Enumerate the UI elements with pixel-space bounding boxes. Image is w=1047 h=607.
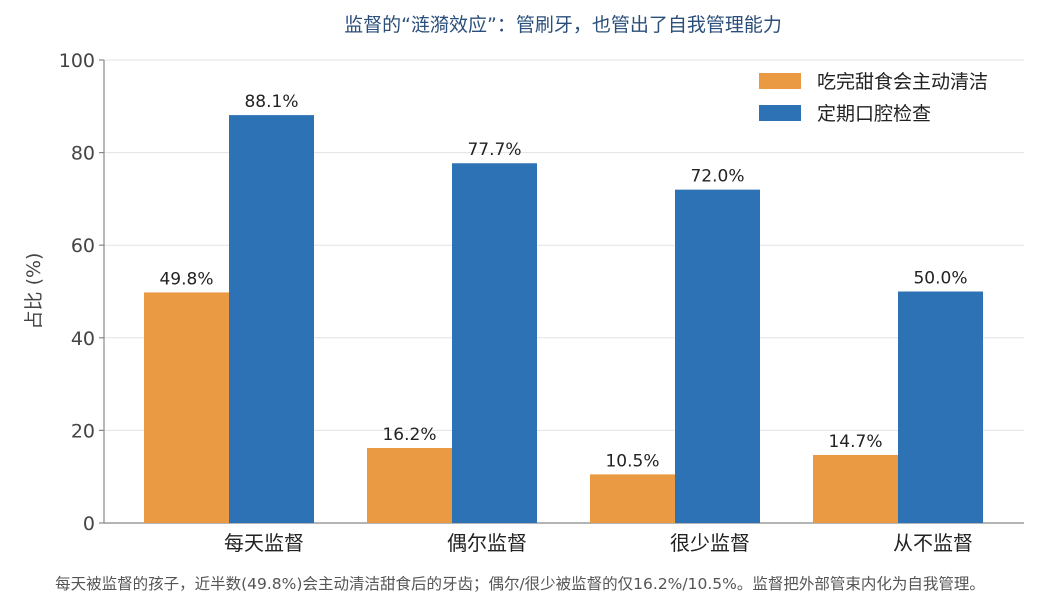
footer-note: 每天被监督的孩子，近半数(49.8%)会主动清洁甜食后的牙齿；偶尔/很少被监督的…: [55, 575, 985, 593]
legend-swatch: [759, 105, 801, 121]
bar-value-label: 77.7%: [467, 140, 521, 160]
y-tick-label: 80: [71, 143, 95, 165]
bar: [675, 189, 760, 523]
bar-value-label: 88.1%: [244, 92, 298, 112]
bar: [452, 163, 537, 523]
legend-label: 吃完甜食会主动清洁: [817, 71, 988, 93]
bar: [144, 292, 229, 523]
bar-value-label: 10.5%: [605, 451, 659, 471]
bar-series: 49.8% 88.1% 16.2% 77.7% 10.5% 72.0% 14.7% 50.0%: [144, 92, 983, 524]
bar-value-label: 50.0%: [913, 269, 967, 289]
legend-label: 定期口腔检查: [817, 103, 931, 125]
bar-value-label: 16.2%: [382, 425, 436, 445]
bar-value-label: 49.8%: [159, 269, 213, 289]
x-axis-tick-labels: 每天监督 偶尔监督 很少监督 从不监督: [224, 531, 973, 555]
bar: [898, 291, 983, 523]
y-axis-label: 占比 (%): [23, 253, 45, 330]
chart-title: 监督的“涟漪效应”：管刷牙，也管出了自我管理能力: [344, 14, 782, 36]
x-tick-label: 偶尔监督: [447, 531, 527, 555]
y-tick-label: 100: [59, 50, 95, 72]
bar: [367, 447, 452, 523]
y-tick-label: 60: [71, 235, 95, 257]
bar-value-label: 14.7%: [828, 432, 882, 452]
x-tick-label: 每天监督: [224, 531, 304, 555]
legend-swatch: [759, 73, 801, 89]
y-axis-ticks: 0 20 40 60 80 100: [59, 50, 104, 535]
bar: [229, 115, 314, 524]
bar: [813, 454, 898, 523]
y-tick-label: 20: [71, 420, 95, 442]
bar-value-label: 72.0%: [690, 167, 744, 187]
x-tick-label: 从不监督: [893, 531, 973, 555]
y-tick-label: 0: [83, 513, 95, 535]
y-tick-label: 40: [71, 328, 95, 350]
x-tick-label: 很少监督: [670, 531, 750, 555]
bar: [590, 474, 675, 523]
